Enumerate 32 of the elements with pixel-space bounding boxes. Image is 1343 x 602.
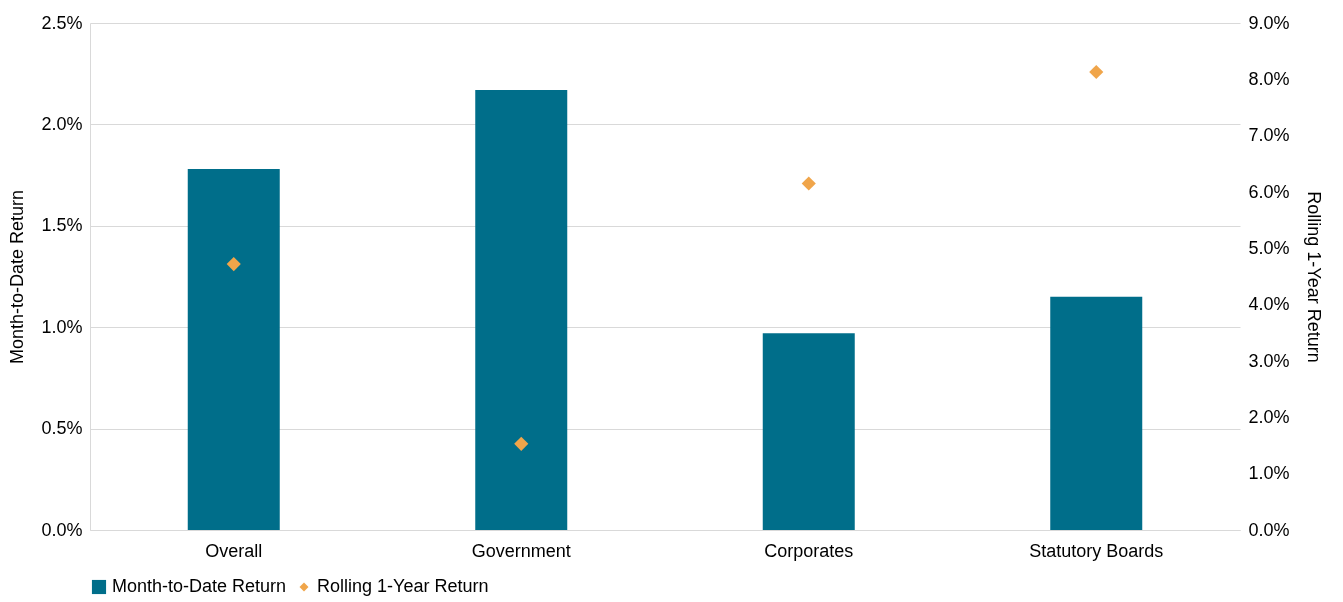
point (226, 257, 241, 272)
x-tick-label: Corporates (764, 540, 854, 561)
y2-tick-label: 1.0% (1248, 463, 1290, 484)
bar (1050, 296, 1143, 530)
legend-label: Rolling 1-Year Return (317, 576, 489, 596)
y2-tick-label: 8.0% (1248, 68, 1290, 89)
point (801, 176, 816, 191)
y2-tick-label: 9.0% (1248, 12, 1290, 33)
y-tick-label: 2.5% (41, 12, 83, 33)
y2-tick-label: 6.0% (1248, 181, 1290, 202)
y-axis-title: Month-to-Date Return (7, 189, 28, 365)
x-tick-label: Overall (205, 540, 263, 561)
y-tick-label: 0.5% (41, 418, 83, 439)
bar (762, 333, 855, 530)
legend-label: Month-to-Date Return (112, 576, 287, 596)
y2-tick-label: 2.0% (1248, 406, 1290, 427)
point (1089, 64, 1104, 80)
x-tick-label: Government (471, 540, 571, 561)
y2-tick-label: 0.0% (1248, 519, 1290, 540)
y-tick-label: 1.0% (41, 316, 83, 337)
y2-tick-label: 5.0% (1248, 237, 1290, 258)
x-tick-label: Statutory Boards (1029, 540, 1164, 561)
y-tick-label: 2.0% (41, 113, 83, 134)
y2-axis-title: Rolling 1-Year Return (1303, 191, 1324, 363)
bar (187, 169, 280, 530)
bar (475, 89, 568, 530)
y2-tick-label: 4.0% (1248, 294, 1290, 315)
point (514, 436, 529, 451)
y-tick-label: 0.0% (41, 519, 83, 540)
y2-tick-label: 3.0% (1248, 350, 1290, 371)
y-tick-label: 1.5% (41, 215, 83, 236)
y2-tick-label: 7.0% (1248, 125, 1290, 146)
